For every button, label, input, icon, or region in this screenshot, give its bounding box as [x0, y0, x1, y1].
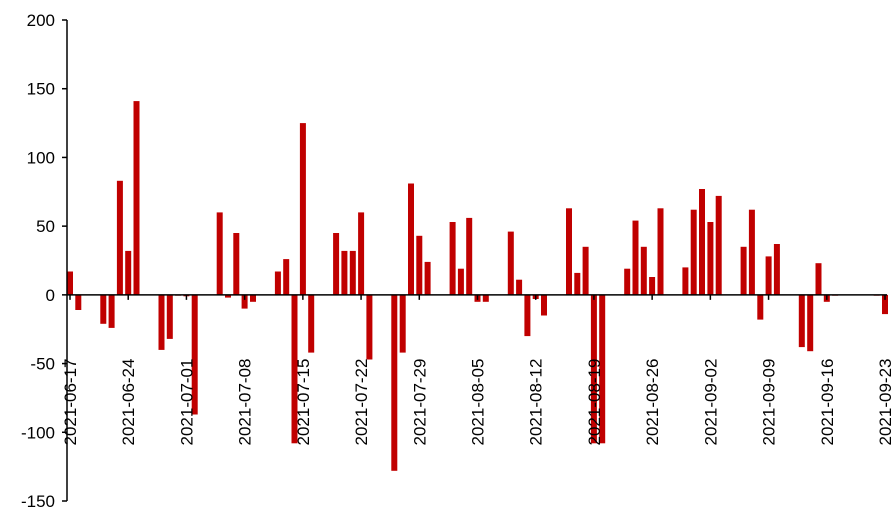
bar: [457, 268, 464, 295]
bar: [75, 294, 82, 310]
bar: [349, 250, 356, 295]
x-tick-label: 2021-06-24: [119, 359, 138, 446]
bar: [482, 294, 489, 302]
bar: [250, 294, 256, 302]
bar: [274, 271, 281, 295]
x-tick-label: 2021-09-09: [760, 359, 779, 446]
bar: [590, 294, 597, 444]
bar: [682, 267, 689, 295]
bar: [366, 294, 373, 360]
bar: [815, 263, 822, 295]
bar: [699, 189, 705, 295]
bar: [599, 294, 606, 444]
x-tick-label: 2021-09-02: [701, 359, 720, 446]
x-tick-label: 2021-08-12: [527, 359, 546, 446]
bar: [424, 261, 431, 295]
x-tick-label: 2021-07-15: [294, 359, 313, 446]
x-tick-label: 2021-08-19: [585, 359, 604, 446]
bar: [449, 222, 456, 295]
y-tick-label: 50: [36, 217, 55, 236]
bar: [408, 183, 414, 295]
y-tick-label: -50: [30, 355, 55, 374]
x-tick-label: 2021-07-29: [410, 359, 429, 446]
x-tick-label: 2021-09-16: [818, 359, 837, 446]
bar: [757, 294, 764, 320]
x-tick-label: 2021-07-22: [352, 359, 371, 446]
bar: [582, 246, 589, 295]
bar: [133, 101, 140, 295]
bar: [100, 294, 107, 324]
bar: [291, 294, 298, 444]
y-tick-label: -150: [21, 492, 55, 511]
bar: [632, 220, 639, 295]
bar: [241, 294, 248, 309]
bar: [649, 277, 656, 295]
bar: [765, 256, 772, 295]
y-tick-label: 200: [27, 11, 55, 30]
bar: [574, 272, 581, 295]
bar: [391, 294, 398, 471]
y-axis-ticks: 200 150 100 50 0 -50 -100 -150: [21, 11, 67, 511]
bar: [125, 250, 132, 295]
bar: [657, 208, 664, 295]
x-tick-label: 2021-08-26: [643, 359, 662, 446]
bars-group: [67, 101, 888, 471]
bar: [740, 246, 747, 295]
bar: [624, 268, 631, 295]
bar: [640, 246, 647, 295]
bar: [191, 294, 198, 415]
bar: [715, 195, 722, 295]
bar: [108, 294, 115, 328]
bar: [416, 235, 423, 295]
bar: [690, 209, 697, 295]
y-tick-label: 150: [27, 80, 55, 99]
bar: [748, 209, 755, 295]
x-axis-ticks: 2021-06-17 2021-06-24 2021-07-01 2021-07-08…: [61, 294, 895, 446]
bar: [566, 208, 572, 295]
bar: [166, 294, 173, 339]
bar: [299, 123, 306, 295]
bar: [333, 233, 340, 295]
bar: [516, 279, 523, 295]
x-tick-label: 2021-07-01: [177, 359, 196, 446]
bar: [773, 244, 780, 295]
x-tick-label: 2021-07-08: [236, 359, 255, 446]
bar: [541, 294, 547, 316]
y-tick-label: -100: [21, 423, 55, 442]
bar: [116, 180, 123, 295]
bar: [507, 231, 514, 295]
x-tick-label: 2021-06-17: [61, 359, 80, 446]
bar: [158, 294, 165, 350]
bar: [882, 294, 888, 315]
bar: [524, 294, 531, 337]
bar: [225, 294, 231, 298]
bar: [283, 259, 290, 295]
bar: [358, 212, 365, 295]
bar: [67, 271, 73, 295]
bar: [807, 294, 814, 352]
bar: [798, 294, 805, 348]
bar: [308, 294, 315, 353]
x-tick-label: 2021-08-05: [469, 359, 488, 446]
bar: [399, 294, 406, 353]
y-tick-label: 100: [27, 148, 55, 167]
bar: [233, 233, 240, 295]
x-tick-label: 2021-09-23: [876, 359, 895, 446]
bar: [341, 250, 348, 295]
y-tick-label: 0: [46, 286, 55, 305]
bar: [216, 212, 223, 295]
bar: [707, 222, 714, 295]
bar: [466, 217, 473, 295]
